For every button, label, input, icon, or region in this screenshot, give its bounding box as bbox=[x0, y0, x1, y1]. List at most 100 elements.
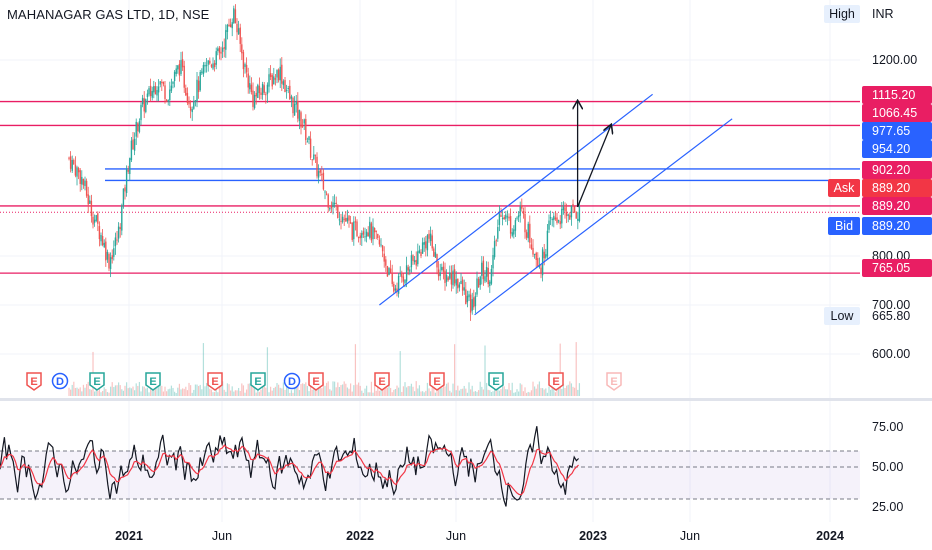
volume-bar bbox=[404, 382, 406, 396]
symbol-title[interactable]: MAHANAGAR GAS LTD, 1D, NSE bbox=[7, 7, 210, 22]
volume-bar bbox=[510, 390, 512, 396]
candle-body bbox=[535, 252, 537, 260]
price-tag-bg bbox=[862, 104, 932, 122]
time-axis[interactable]: 2021 Jun 2022 Jun 2023 Jun 2024 bbox=[115, 529, 844, 543]
volume-bar bbox=[86, 384, 88, 396]
candle-body bbox=[73, 160, 75, 165]
volume-bar bbox=[153, 387, 155, 396]
volume-bar bbox=[217, 392, 219, 396]
candle-body bbox=[468, 294, 470, 298]
volume-bar bbox=[226, 383, 229, 396]
volume-bar bbox=[108, 392, 110, 396]
event-marker: D bbox=[283, 372, 301, 390]
volume-bar bbox=[204, 386, 206, 396]
volume-bar bbox=[105, 388, 107, 396]
volume-bar bbox=[210, 389, 213, 396]
candle-body bbox=[189, 106, 192, 111]
candle-body bbox=[490, 269, 493, 284]
volume-bar bbox=[500, 389, 502, 396]
volume-bar bbox=[537, 384, 539, 396]
candle-body bbox=[212, 63, 214, 69]
candle-body bbox=[469, 294, 472, 313]
candle-body bbox=[242, 52, 245, 70]
candle-body bbox=[290, 96, 293, 99]
candle-body bbox=[287, 87, 289, 89]
volume-bar bbox=[378, 390, 381, 396]
volume-bar bbox=[466, 392, 469, 396]
volume-bar bbox=[276, 383, 278, 396]
volume-bar bbox=[447, 382, 449, 396]
candle-body bbox=[477, 278, 480, 288]
volume-bar bbox=[538, 381, 541, 396]
candle-body bbox=[338, 219, 341, 221]
candle-body bbox=[153, 86, 155, 93]
price-tick-label: 600.00 bbox=[872, 347, 910, 361]
projection-arrows[interactable] bbox=[578, 102, 611, 208]
candle-body bbox=[410, 255, 413, 268]
candle-body bbox=[141, 97, 144, 105]
volume-bar bbox=[578, 383, 581, 396]
price-axis[interactable]: 1200.00800.00700.00600.0075.0050.0025.00… bbox=[824, 5, 932, 514]
candle-body bbox=[501, 217, 504, 220]
volume-bar bbox=[255, 392, 257, 396]
candle-body bbox=[437, 269, 440, 277]
volume-bar bbox=[151, 390, 153, 396]
candle-body bbox=[145, 99, 147, 113]
candle-body bbox=[207, 60, 209, 65]
candle-body bbox=[249, 83, 251, 90]
volume-bar bbox=[265, 387, 267, 396]
candle-body bbox=[229, 24, 232, 28]
horizontal-levels[interactable] bbox=[0, 100, 860, 274]
candle-body bbox=[194, 100, 197, 102]
volume-bar bbox=[183, 388, 185, 396]
candle-body bbox=[471, 299, 473, 311]
volume-bar bbox=[458, 390, 461, 396]
candle-body bbox=[452, 270, 454, 286]
volume-bar bbox=[369, 392, 371, 396]
candle-body bbox=[498, 213, 501, 225]
candle-body bbox=[359, 235, 361, 239]
candle-body bbox=[202, 64, 205, 75]
volume-bar bbox=[239, 390, 241, 396]
volume-bar bbox=[302, 383, 304, 396]
volume-bar bbox=[534, 386, 536, 396]
candle-body bbox=[546, 230, 549, 257]
price-tag-value: 954.20 bbox=[872, 142, 910, 156]
candle-body bbox=[380, 244, 382, 246]
candle-body bbox=[434, 252, 437, 258]
pane-separator[interactable] bbox=[0, 398, 932, 401]
volume-bar bbox=[322, 382, 325, 396]
volume-bar bbox=[474, 391, 477, 396]
price-tag: Bid 889.20 bbox=[828, 217, 932, 235]
candle-body bbox=[149, 85, 152, 97]
volume-bar bbox=[521, 384, 523, 396]
volume-bar bbox=[313, 387, 315, 396]
volume-bar bbox=[266, 347, 269, 396]
volume-bar bbox=[250, 384, 253, 396]
candle-body bbox=[306, 141, 309, 143]
volume-bar bbox=[561, 388, 563, 396]
candle-body bbox=[245, 64, 248, 73]
candle-body bbox=[146, 93, 149, 98]
candle-body bbox=[117, 226, 120, 239]
volume-bar bbox=[374, 385, 376, 396]
candle-body bbox=[311, 159, 313, 161]
volume-bar bbox=[526, 392, 528, 396]
candle-body bbox=[463, 287, 465, 291]
candle-body bbox=[183, 65, 185, 88]
volume-bar bbox=[482, 389, 485, 396]
price-tag-bg bbox=[862, 122, 932, 140]
volume-bar bbox=[161, 385, 163, 396]
volume-bar bbox=[282, 382, 285, 396]
candle-body bbox=[269, 73, 272, 77]
candle-body bbox=[125, 168, 128, 194]
volume-bar bbox=[300, 383, 302, 396]
candle-body bbox=[100, 235, 102, 242]
volume-bar bbox=[566, 385, 568, 396]
trend-channel[interactable] bbox=[379, 93, 733, 316]
candle-body bbox=[196, 79, 198, 102]
candle-body bbox=[461, 279, 464, 291]
candle-body bbox=[514, 220, 517, 231]
